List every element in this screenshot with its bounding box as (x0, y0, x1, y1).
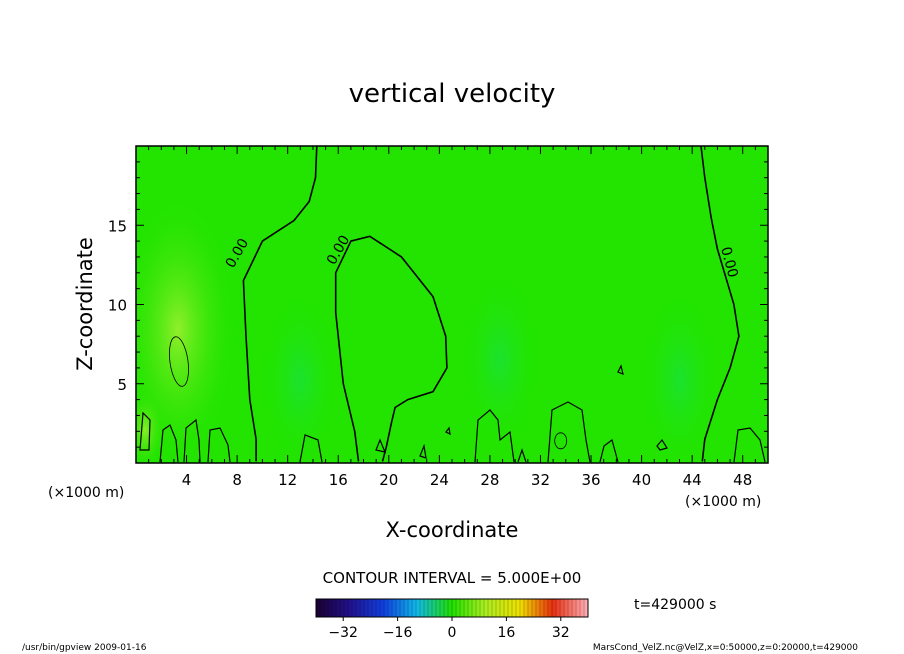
colorbar (315, 598, 589, 618)
x-tick-12: 12 (278, 471, 297, 489)
x-tick-4: 4 (182, 471, 192, 489)
x-tick-40: 40 (632, 471, 651, 489)
x-tick-36: 36 (581, 471, 600, 489)
y-axis-label: Z-coordinate (73, 237, 97, 371)
positive-cell-surface (554, 432, 568, 450)
x-unit-left: (×1000 m) (48, 485, 124, 501)
x-tick-48: 48 (733, 471, 752, 489)
colorbar-tick-1: −16 (383, 625, 413, 641)
colorbar-tick-3: 16 (497, 625, 515, 641)
colorbar-tick-4: 32 (552, 625, 570, 641)
contour-labels: 0.00 0.00 0.00 (223, 233, 741, 280)
x-tick-20: 20 (379, 471, 398, 489)
contour-interval-label: CONTOUR INTERVAL = 5.000E+00 (323, 569, 582, 587)
y-tick-5: 5 (117, 376, 127, 394)
y-tick-15: 15 (108, 217, 127, 235)
footer-left: /usr/bin/gpview 2009-01-16 (22, 643, 147, 653)
x-tick-44: 44 (683, 471, 702, 489)
zero-contour-2 (700, 146, 740, 462)
colorbar-tick-0: −32 (328, 625, 358, 641)
y-axis: 5 10 15 (108, 145, 768, 464)
zero-contour-0 (242, 146, 318, 462)
positive-contour-cells (169, 336, 568, 450)
footer-right: MarsCond_VelZ.nc@VelZ,x=0:50000,z=0:2000… (593, 643, 858, 653)
time-label: t=429000 s (634, 597, 716, 613)
x-axis-label: X-coordinate (386, 518, 519, 542)
x-tick-28: 28 (480, 471, 499, 489)
contour-label-2: 0.00 (717, 245, 741, 279)
near-surface-contours (139, 364, 766, 463)
zero-contour-lines (242, 146, 740, 462)
x-tick-16: 16 (329, 471, 348, 489)
x-axis: 4 8 12 16 20 24 28 32 36 40 44 48 (135, 146, 769, 489)
colorbar-tick-2: 0 (448, 625, 457, 641)
x-tick-8: 8 (232, 471, 242, 489)
x-tick-24: 24 (430, 471, 449, 489)
positive-cell-0 (169, 336, 189, 387)
colorbar-ticks: −32 −16 0 16 32 (328, 617, 570, 641)
y-tick-10: 10 (108, 297, 127, 315)
chart-title: vertical velocity (349, 79, 556, 109)
x-tick-32: 32 (531, 471, 550, 489)
x-unit-right: (×1000 m) (685, 494, 761, 510)
heatmap-field: 0.00 0.00 0.00 (136, 146, 768, 463)
zero-contour-1 (334, 235, 448, 462)
